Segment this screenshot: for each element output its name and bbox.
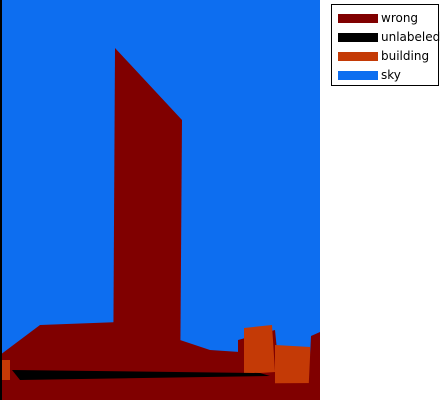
building-region-3 [0, 360, 10, 380]
legend-label-sky: sky [381, 68, 401, 82]
wrong-right-edge-region [308, 332, 320, 400]
legend-label-building: building [381, 49, 430, 63]
wrong-tower-region [113, 48, 182, 400]
legend-item-unlabeled: unlabeled [338, 29, 441, 45]
wrong-ground-region [0, 383, 320, 400]
unlabeled-band [12, 370, 270, 380]
legend-label-wrong: wrong [381, 11, 419, 25]
legend-swatch-sky [338, 71, 378, 80]
building-region-1 [244, 325, 275, 374]
segmentation-map [0, 0, 320, 400]
legend-item-sky: sky [338, 67, 438, 83]
legend-swatch-wrong [338, 14, 378, 23]
legend-item-wrong: wrong [338, 10, 438, 26]
legend-label-unlabeled: unlabeled [381, 30, 441, 44]
building-region-2 [275, 345, 312, 384]
legend-swatch-building [338, 52, 378, 61]
legend: wrong unlabeled building sky [331, 4, 441, 86]
legend-item-building: building [338, 48, 438, 64]
legend-swatch-unlabeled [338, 33, 378, 42]
